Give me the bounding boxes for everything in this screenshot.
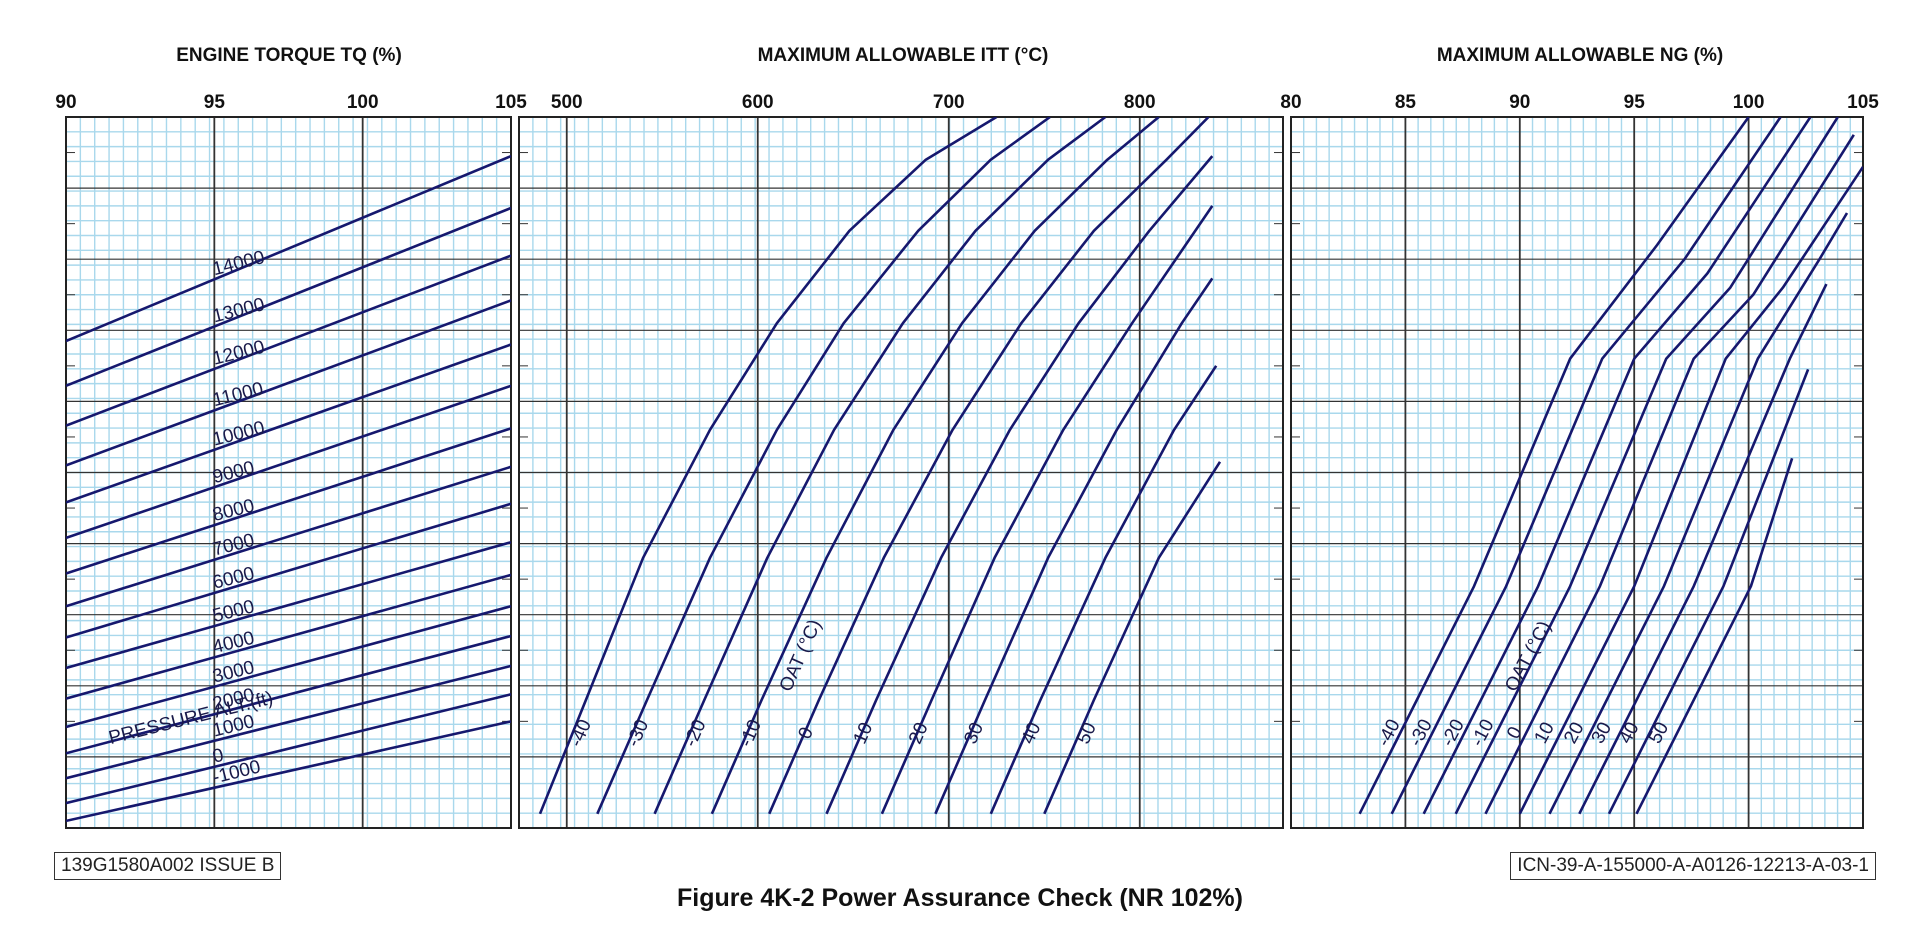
series-line-3000 — [66, 604, 511, 729]
torque-panel — [65, 116, 512, 829]
document-number-label: 139G1580A002 ISSUE B — [54, 852, 282, 880]
series-line--20 — [653, 117, 1107, 815]
series-line-0 — [66, 693, 511, 805]
series-label-10: 10 — [850, 719, 878, 747]
torque-x-tick-label: 100 — [347, 92, 379, 113]
series-line-10 — [825, 155, 1214, 815]
ng-title: MAXIMUM ALLOWABLE NG (%) — [1437, 45, 1723, 66]
series-label--30: -30 — [1405, 716, 1436, 750]
series-line-30 — [1578, 283, 1828, 815]
series-line-30 — [934, 277, 1214, 815]
series-line-10 — [1518, 166, 1863, 815]
ng-curve-label-title: OAT (°C) — [1501, 618, 1555, 695]
series-line-40 — [1607, 368, 1810, 815]
series-line--30 — [596, 117, 1051, 815]
itt-x-tick-label: 700 — [933, 92, 965, 113]
series-line--40 — [1358, 117, 1750, 815]
series-label--40: -40 — [1373, 716, 1404, 750]
series-label-8000: 8000 — [210, 495, 256, 526]
series-line--1000 — [66, 720, 511, 823]
ng-x-tick-label: 85 — [1395, 92, 1417, 113]
torque-x-tick-label: 105 — [495, 92, 527, 113]
series-line-40 — [989, 365, 1218, 815]
series-line--10 — [710, 117, 1160, 815]
series-line--40 — [538, 117, 998, 815]
series-label-30: 30 — [1588, 719, 1616, 748]
itt-x-tick-label: 500 — [551, 92, 583, 113]
torque-x-tick-label: 90 — [55, 92, 76, 113]
icn-label: ICN-39-A-155000-A-A0126-12213-A-03-1 — [1510, 852, 1876, 880]
series-line--20 — [1422, 117, 1812, 815]
series-line-7000 — [66, 465, 511, 608]
series-line-0 — [768, 117, 1210, 815]
series-label--10: -10 — [736, 717, 766, 751]
series-line-6000 — [66, 502, 511, 639]
ng-frame — [1290, 116, 1864, 829]
series-line-4000 — [66, 573, 511, 700]
torque-frame — [65, 116, 512, 829]
itt-x-tick-label: 600 — [742, 92, 774, 113]
torque-x-tick-label: 95 — [204, 92, 226, 113]
ng-x-tick-label: 95 — [1624, 92, 1646, 113]
ng-x-tick-label: 90 — [1509, 92, 1530, 113]
series-line-2000 — [66, 634, 511, 755]
series-line-10000 — [66, 343, 511, 504]
series-line-11000 — [66, 299, 511, 467]
series-line-1000 — [66, 664, 511, 780]
figure-caption: Figure 4K-2 Power Assurance Check (NR 10… — [677, 884, 1243, 912]
series-label-0: 0 — [210, 745, 225, 768]
series-label-9000: 9000 — [210, 457, 256, 488]
torque-title: ENGINE TORQUE TQ (%) — [176, 45, 402, 66]
series-line-50 — [1043, 461, 1222, 815]
series-label-40: 40 — [1615, 719, 1643, 748]
series-label-5000: 5000 — [210, 596, 256, 627]
series-label--40: -40 — [566, 717, 596, 751]
itt-title: MAXIMUM ALLOWABLE ITT (°C) — [758, 45, 1049, 66]
series-label-4000: 4000 — [210, 628, 256, 659]
series-label-50: 50 — [1073, 719, 1101, 747]
itt-x-tick-label: 800 — [1124, 92, 1156, 113]
series-line-5000 — [66, 540, 511, 670]
series-line-50 — [1635, 457, 1794, 815]
ng-x-tick-label: 105 — [1847, 92, 1879, 113]
series-label-7000: 7000 — [210, 530, 256, 561]
series-label--20: -20 — [1437, 716, 1468, 750]
series-line-12000 — [66, 254, 511, 427]
series-label-30: 30 — [960, 719, 988, 747]
ng-x-tick-label: 80 — [1280, 92, 1301, 113]
itt-frame — [518, 116, 1284, 829]
chart-curves — [66, 117, 1863, 823]
ng-x-tick-label: 100 — [1733, 92, 1765, 113]
ng-panel — [1290, 116, 1864, 829]
itt-series-group — [538, 117, 1222, 815]
series-line-8000 — [66, 427, 511, 575]
series-line-14000 — [66, 154, 511, 343]
torque-series-group — [66, 154, 511, 823]
ng-series-group — [1358, 117, 1863, 815]
series-line-13000 — [66, 206, 511, 388]
series-label-50: 50 — [1645, 719, 1673, 748]
series-label-3000: 3000 — [210, 657, 256, 688]
series-line-20 — [1548, 212, 1849, 815]
chart-grids — [65, 116, 1864, 829]
series-line-0 — [1484, 134, 1855, 815]
series-line--30 — [1390, 117, 1782, 815]
series-label-6000: 6000 — [210, 563, 256, 594]
series-line--10 — [1454, 117, 1839, 815]
series-line-20 — [880, 205, 1214, 815]
series-line-9000 — [66, 384, 511, 540]
series-label-20: 20 — [905, 719, 933, 747]
